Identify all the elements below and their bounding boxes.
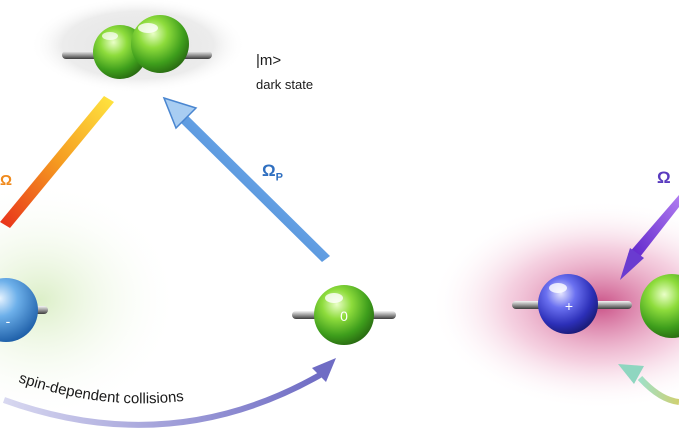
atom-zero-label: 0: [340, 308, 348, 324]
dark-state-label: dark state: [256, 77, 314, 92]
omega-p-label: ΩP: [262, 161, 283, 183]
pump-beam-left: [0, 96, 114, 228]
green-glow: [0, 180, 180, 420]
atom-zero: [292, 285, 396, 345]
atom-minus-label: -: [6, 313, 11, 329]
probe-beam-arrow: [162, 96, 330, 262]
atom-plus: [512, 274, 679, 338]
dark-state-atom-pair: [62, 15, 212, 79]
right-beam-arrow: [620, 195, 679, 280]
collision-arrow: [2, 358, 336, 428]
right-collision-arrow: [618, 364, 679, 405]
atom-plus-label: +: [565, 298, 573, 314]
omega-left-label: Ω: [0, 172, 13, 189]
m-state-label: |m>: [256, 52, 282, 69]
omega-p-symbol: Ω: [262, 161, 276, 180]
atom-minus: [0, 278, 48, 342]
omega-right-label: Ω: [657, 168, 671, 187]
omega-p-subscript: P: [275, 171, 283, 184]
